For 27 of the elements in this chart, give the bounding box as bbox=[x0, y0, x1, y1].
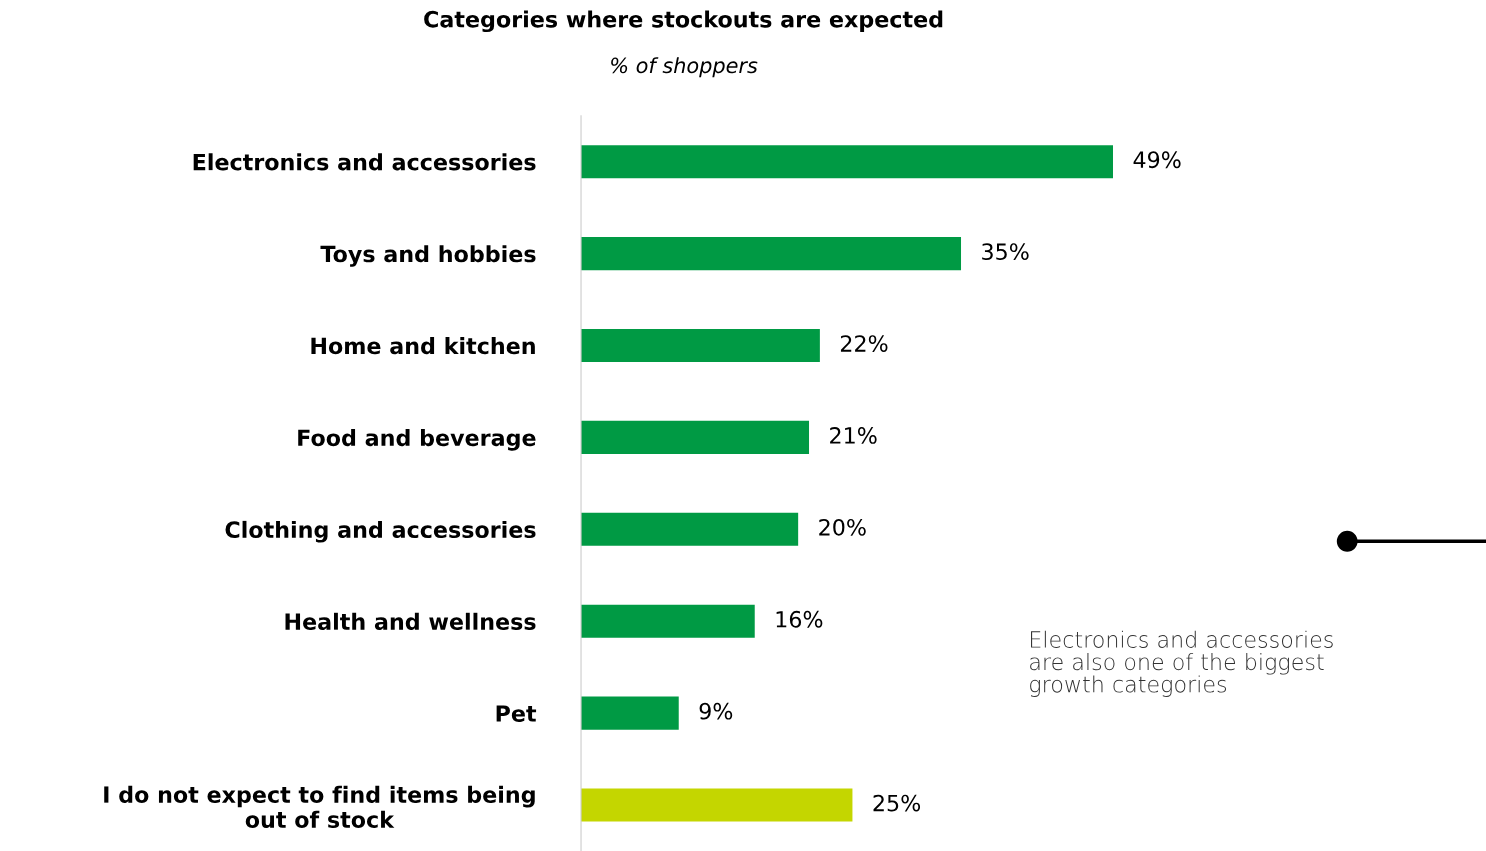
y-tick-label: Toys and hobbies bbox=[320, 245, 536, 267]
bar bbox=[581, 145, 1114, 179]
bar bbox=[581, 696, 679, 730]
y-tick-label: Pet bbox=[496, 705, 537, 722]
bar bbox=[581, 604, 755, 638]
bar bbox=[581, 512, 799, 546]
y-tick-label: Electronics and accessories bbox=[193, 153, 536, 171]
bar bbox=[581, 788, 853, 822]
y-tick-label: Clothing and accessories bbox=[225, 520, 536, 543]
y-tick-label: Home and kitchen bbox=[311, 337, 535, 355]
chart-title: Categories where stockouts are expected bbox=[424, 10, 943, 33]
data-label: 49% bbox=[1133, 151, 1181, 169]
y-tick-label: Health and wellness bbox=[285, 612, 536, 630]
bar bbox=[581, 237, 962, 271]
data-label: 35% bbox=[982, 243, 1029, 261]
data-label: 22% bbox=[840, 335, 888, 352]
bar bbox=[581, 328, 820, 363]
data-label: 20% bbox=[819, 518, 866, 536]
bar bbox=[581, 420, 810, 454]
data-label: 16% bbox=[776, 610, 823, 628]
y-tick-label: Food and beverage bbox=[298, 428, 536, 451]
data-label: 9% bbox=[699, 702, 733, 720]
data-label: 21% bbox=[830, 427, 877, 444]
data-label: 25% bbox=[873, 794, 921, 812]
annotation: Electronics and accessories are also one of the biggest growth categories bbox=[1030, 630, 1333, 697]
y-tick-label: I do not expect to find items being out of stock bbox=[104, 785, 535, 829]
chart-subtitle: % of shoppers bbox=[611, 57, 758, 78]
